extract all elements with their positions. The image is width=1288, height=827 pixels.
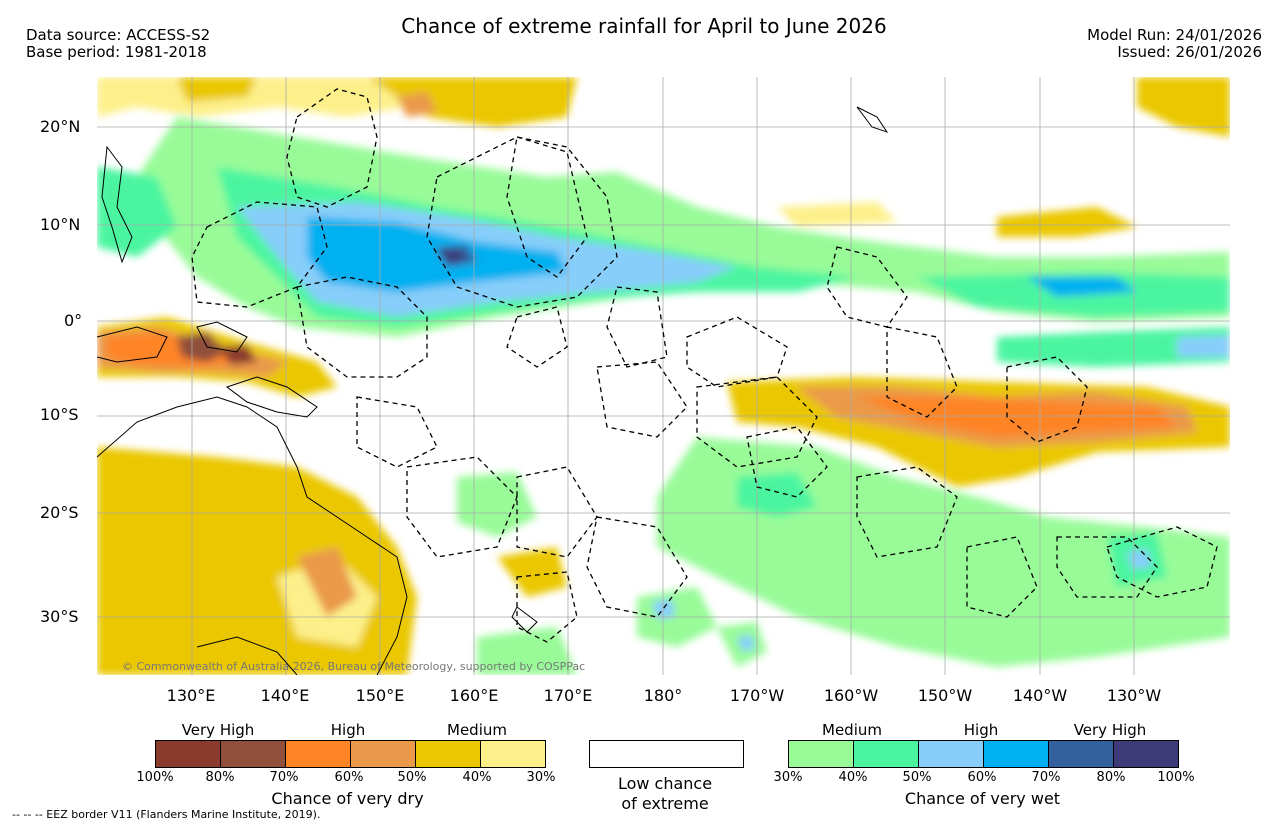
wet-tick: 80% bbox=[1096, 770, 1126, 785]
dry-colorbar bbox=[155, 740, 546, 768]
wet-tick: 30% bbox=[773, 770, 803, 785]
header-right: Model Run: 24/01/2026 Issued: 26/01/2026 bbox=[1087, 27, 1262, 61]
lat-label-20s: 20°S bbox=[40, 503, 79, 522]
lat-label-10s: 10°S bbox=[40, 405, 79, 424]
wet-regions bbox=[97, 117, 1230, 675]
lon-label-130w: 130°W bbox=[1106, 686, 1162, 705]
issued-date: Issued: 26/01/2026 bbox=[1117, 43, 1262, 61]
lat-label-30s: 30°S bbox=[40, 607, 79, 626]
dry-regions bbox=[97, 77, 1230, 675]
header-left: Data source: ACCESS-S2 Base period: 1981… bbox=[26, 27, 210, 61]
copyright-notice: © Commonwealth of Australia 2026, Bureau… bbox=[122, 660, 586, 673]
wet-level-high: High bbox=[963, 721, 999, 739]
lon-label-180: 180° bbox=[643, 686, 683, 705]
dry-level-very-high: Very High bbox=[181, 721, 255, 739]
dry-swatch bbox=[416, 741, 481, 767]
lat-label-0: 0° bbox=[64, 311, 83, 330]
dry-level-high: High bbox=[330, 721, 366, 739]
gridlines bbox=[97, 77, 1230, 675]
dry-swatch bbox=[221, 741, 286, 767]
dry-tick: 50% bbox=[397, 770, 427, 785]
dry-swatch bbox=[156, 741, 221, 767]
dry-tick: 100% bbox=[136, 770, 174, 785]
lon-label-170w: 170°W bbox=[729, 686, 785, 705]
wet-swatch bbox=[1049, 741, 1114, 767]
wet-tick: 50% bbox=[902, 770, 932, 785]
eez-borders bbox=[191, 88, 1218, 643]
dry-swatch bbox=[351, 741, 416, 767]
wet-swatch bbox=[984, 741, 1049, 767]
lon-label-140e: 140°E bbox=[260, 686, 310, 705]
wet-swatch bbox=[789, 741, 854, 767]
base-period: Base period: 1981-2018 bbox=[26, 43, 207, 61]
rainfall-map bbox=[97, 77, 1230, 675]
lon-label-150e: 150°E bbox=[355, 686, 405, 705]
wet-level-very-high: Very High bbox=[1073, 721, 1147, 739]
wet-caption: Chance of very wet bbox=[904, 789, 1061, 808]
wet-colorbar bbox=[788, 740, 1179, 768]
low-chance-swatch bbox=[589, 740, 744, 768]
data-source: Data source: ACCESS-S2 bbox=[26, 26, 211, 44]
dry-tick: 70% bbox=[269, 770, 299, 785]
wet-swatch bbox=[919, 741, 984, 767]
map-title: Chance of extreme rainfall for April to … bbox=[401, 14, 887, 38]
lat-label-20n: 20°N bbox=[40, 117, 81, 136]
wet-tick: 70% bbox=[1031, 770, 1061, 785]
dry-caption: Chance of very dry bbox=[271, 789, 424, 808]
dry-level-medium: Medium bbox=[447, 721, 507, 739]
low-chance-line1: Low chance bbox=[617, 774, 713, 793]
low-chance-label: Low chance of extreme bbox=[570, 774, 760, 814]
lat-label-10n: 10°N bbox=[40, 215, 81, 234]
model-run: Model Run: 24/01/2026 bbox=[1087, 26, 1262, 44]
wet-tick: 100% bbox=[1157, 770, 1195, 785]
dry-tick: 30% bbox=[526, 770, 556, 785]
lon-label-170e: 170°E bbox=[543, 686, 593, 705]
lon-label-140w: 140°W bbox=[1012, 686, 1068, 705]
wet-tick: 40% bbox=[838, 770, 868, 785]
lon-label-160e: 160°E bbox=[449, 686, 499, 705]
eez-footer-note: -- -- -- EEZ border V11 (Flanders Marine… bbox=[12, 808, 321, 821]
low-chance-line2: of extreme bbox=[621, 794, 709, 813]
dry-swatch bbox=[481, 741, 545, 767]
lon-label-150w: 150°W bbox=[917, 686, 973, 705]
wet-tick: 60% bbox=[967, 770, 997, 785]
dry-tick: 40% bbox=[462, 770, 492, 785]
lon-label-130e: 130°E bbox=[166, 686, 216, 705]
dry-tick: 80% bbox=[205, 770, 235, 785]
wet-swatch bbox=[1114, 741, 1178, 767]
dry-swatch bbox=[286, 741, 351, 767]
dry-tick: 60% bbox=[334, 770, 364, 785]
lon-label-160w: 160°W bbox=[823, 686, 879, 705]
wet-level-medium: Medium bbox=[822, 721, 882, 739]
coastlines bbox=[97, 106, 889, 675]
wet-swatch bbox=[854, 741, 919, 767]
